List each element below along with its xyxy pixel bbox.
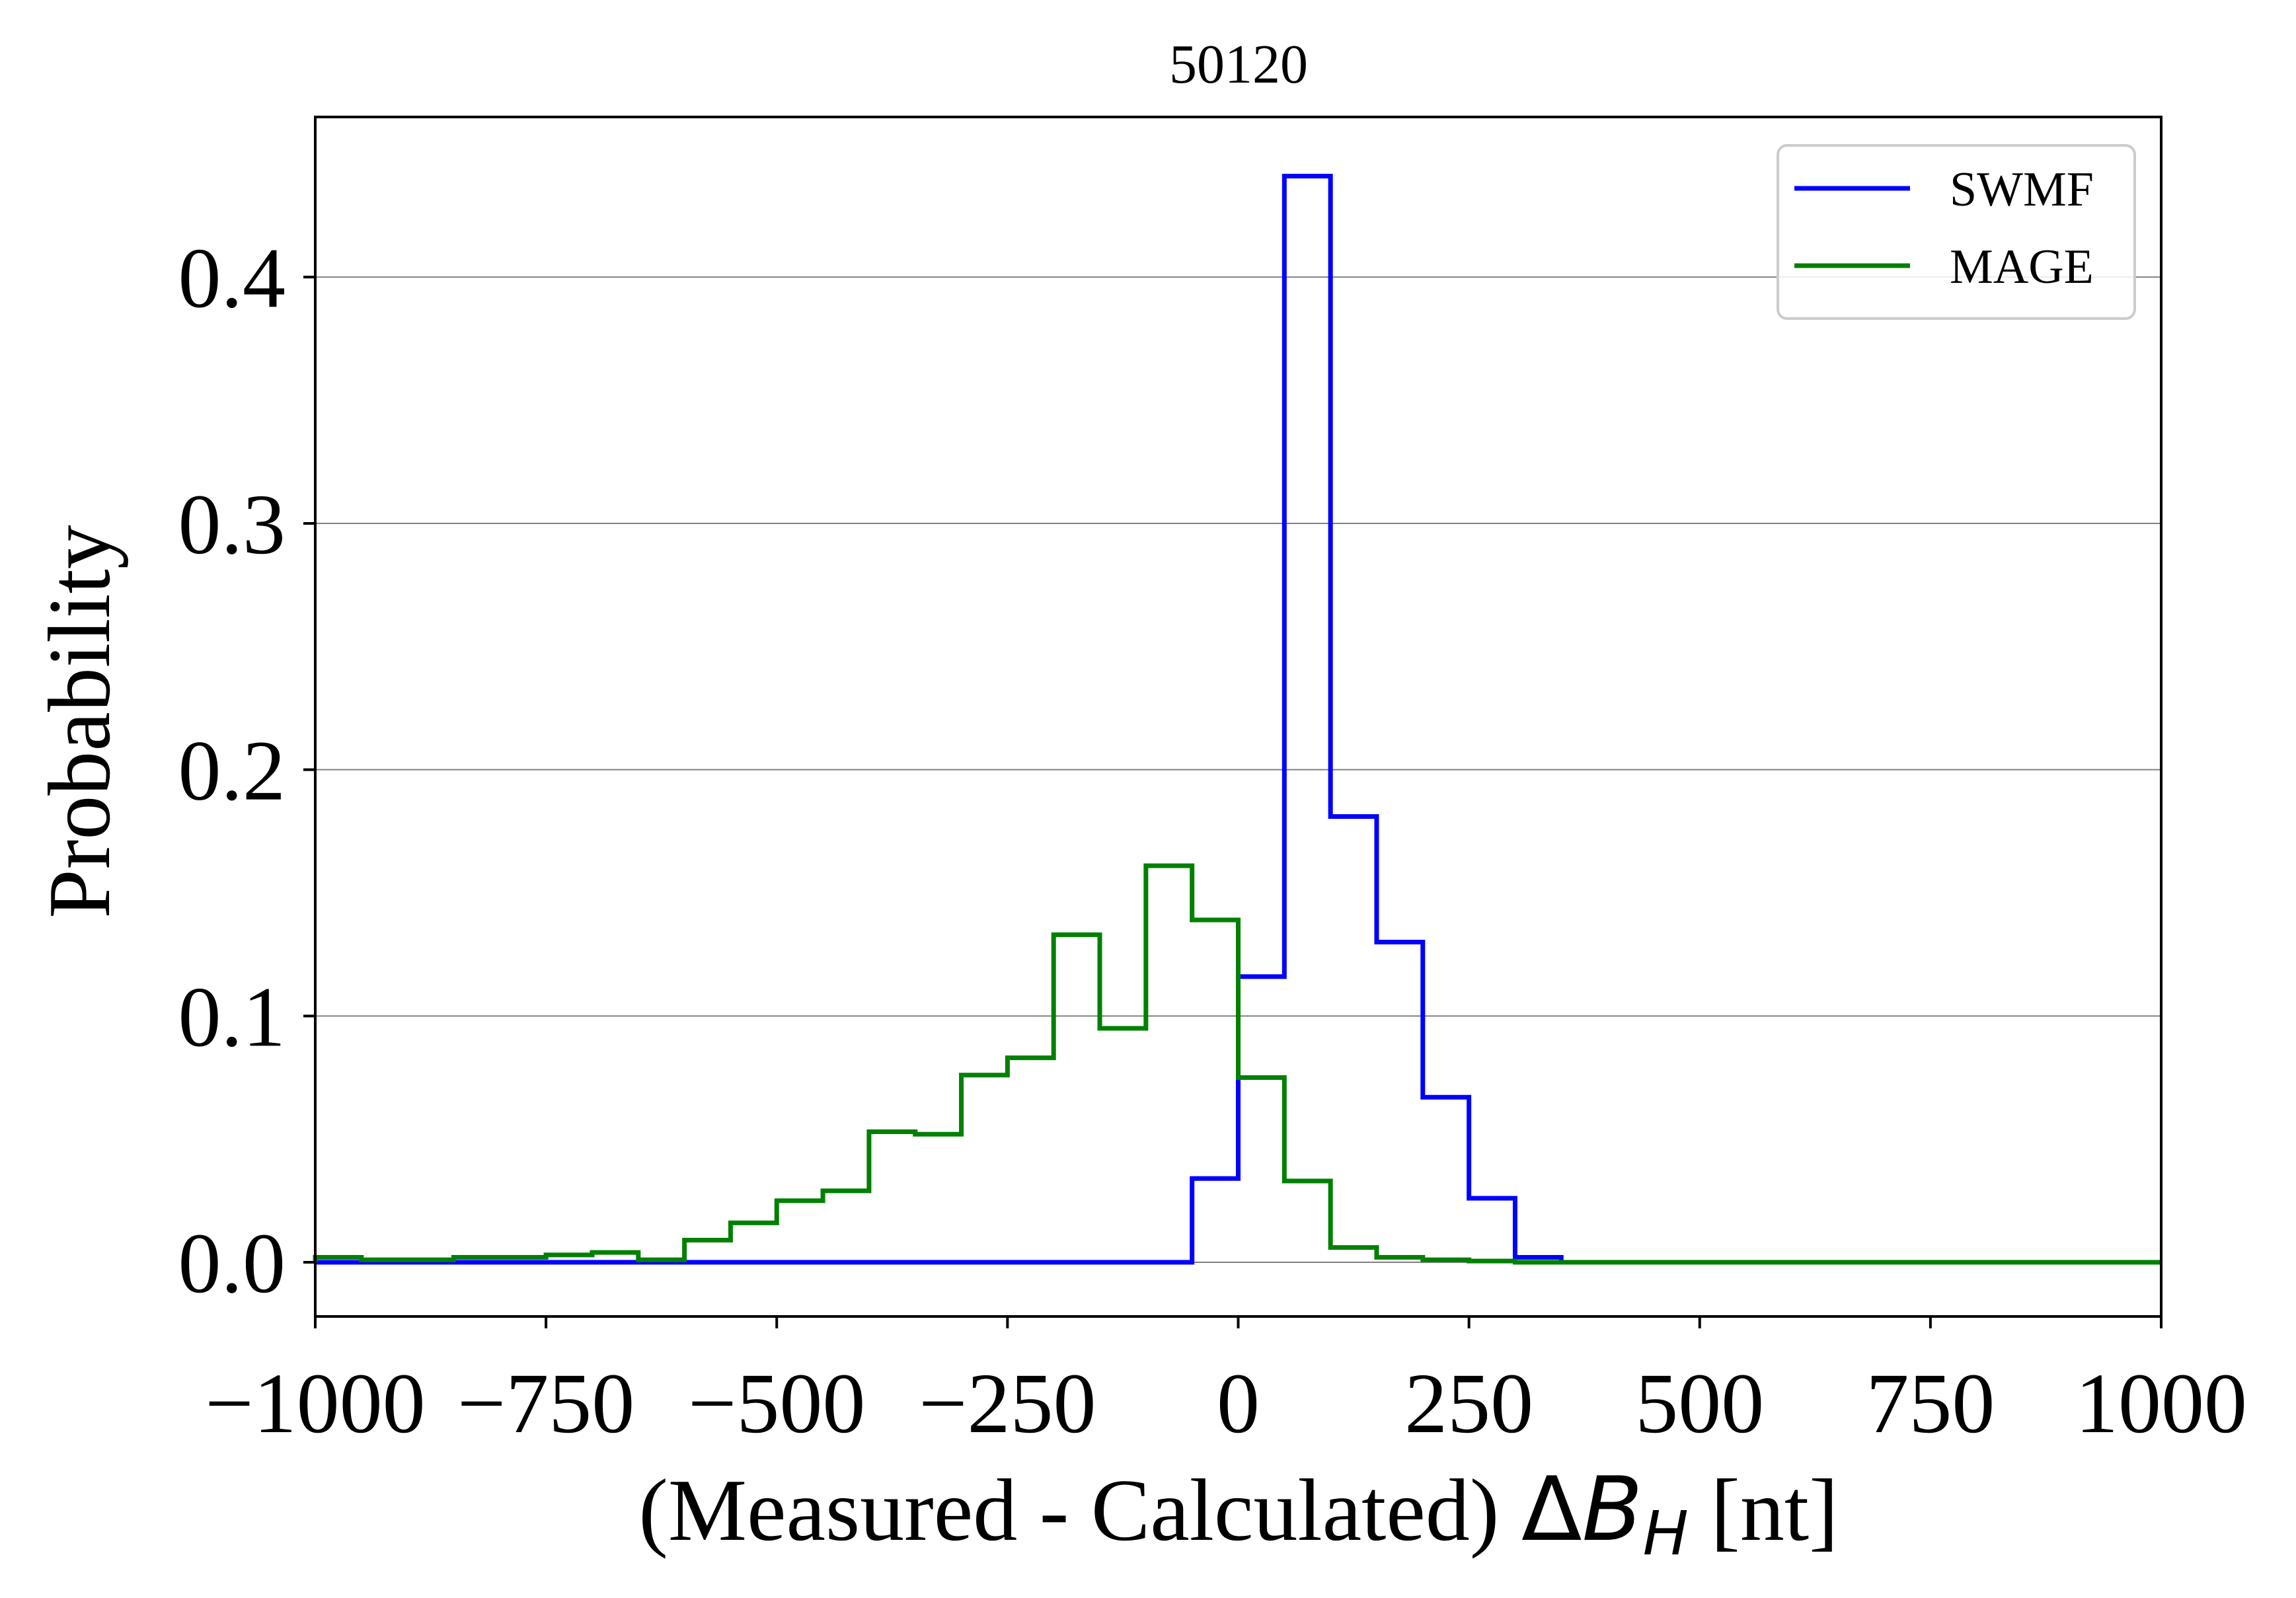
x-axis-label-text: (Measured - Calculated) [638, 1461, 1499, 1559]
x-axis-label: (Measured - Calculated) ΔBH [nt] [638, 1458, 1838, 1569]
x-tick-label-4: 0 [1217, 1356, 1260, 1451]
chart-title: 50120 [1169, 34, 1308, 95]
x-axis-label-sub: H [1643, 1498, 1689, 1569]
legend-label-mage: MAGE [1950, 240, 2094, 294]
x-tick-label-1: −750 [457, 1356, 634, 1451]
legend: SWMF MAGE [1777, 144, 2136, 320]
x-axis-label-unit: [nt] [1710, 1461, 1838, 1559]
series-line-swmf [315, 173, 2161, 1265]
x-tick-label-8: 1000 [2075, 1356, 2247, 1451]
y-tick-label-3: 0.3 [178, 477, 286, 572]
x-tick-label-6: 500 [1635, 1356, 1764, 1451]
series-line-mage [313, 863, 2161, 1265]
y-tick-label-4: 0.4 [178, 231, 286, 326]
y-axis-label: Probability [30, 525, 128, 919]
x-axis-label-delta: Δ [1521, 1458, 1582, 1561]
x-tick-label-7: 750 [1866, 1356, 1995, 1451]
y-axis-ticks: 0.0 0.1 0.2 0.3 0.4 [178, 231, 315, 1311]
legend-label-swmf: SWMF [1950, 163, 2094, 217]
x-tick-label-2: −500 [688, 1356, 865, 1451]
x-axis-label-var: B [1582, 1458, 1643, 1561]
x-axis-ticks: −1000 −750 −500 −250 0 250 500 750 1000 [205, 1316, 2247, 1451]
y-tick-label-2: 0.2 [178, 724, 286, 819]
x-tick-label-0: −1000 [205, 1356, 425, 1451]
y-tick-label-1: 0.1 [178, 970, 286, 1065]
x-tick-label-5: 250 [1404, 1356, 1533, 1451]
x-tick-label-3: −250 [919, 1356, 1096, 1451]
series-layer [313, 173, 2161, 1265]
y-tick-label-0: 0.0 [178, 1216, 286, 1311]
